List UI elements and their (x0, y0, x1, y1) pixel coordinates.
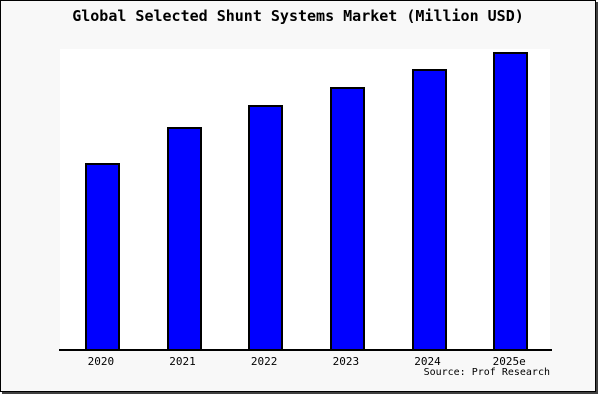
x-tick-label-2023: 2023 (332, 355, 360, 368)
bar-2021 (166, 127, 202, 351)
x-tick-label-2025e: 2025e (492, 355, 526, 368)
x-tick-label-2021: 2021 (169, 355, 196, 368)
x-tick-label-2020: 2020 (87, 355, 115, 368)
plot-area (60, 49, 550, 351)
x-tick-label-2024: 2024 (414, 355, 441, 368)
bar-2023 (329, 87, 365, 351)
bar-2020 (84, 163, 120, 351)
bar-2024 (411, 69, 447, 351)
chart-title: Global Selected Shunt Systems Market (Mi… (72, 7, 524, 25)
x-axis-line (59, 349, 552, 351)
x-tick-label-2022: 2022 (250, 355, 278, 368)
x-axis-labels: 2020 2021 2022 2023 2024 2025e (60, 355, 550, 368)
bar-2022 (248, 105, 284, 351)
bar-2025e (493, 52, 529, 351)
source-credit: Source: Prof Research (423, 367, 550, 378)
chart-image: Global Selected Shunt Systems Market (Mi… (0, 0, 596, 392)
